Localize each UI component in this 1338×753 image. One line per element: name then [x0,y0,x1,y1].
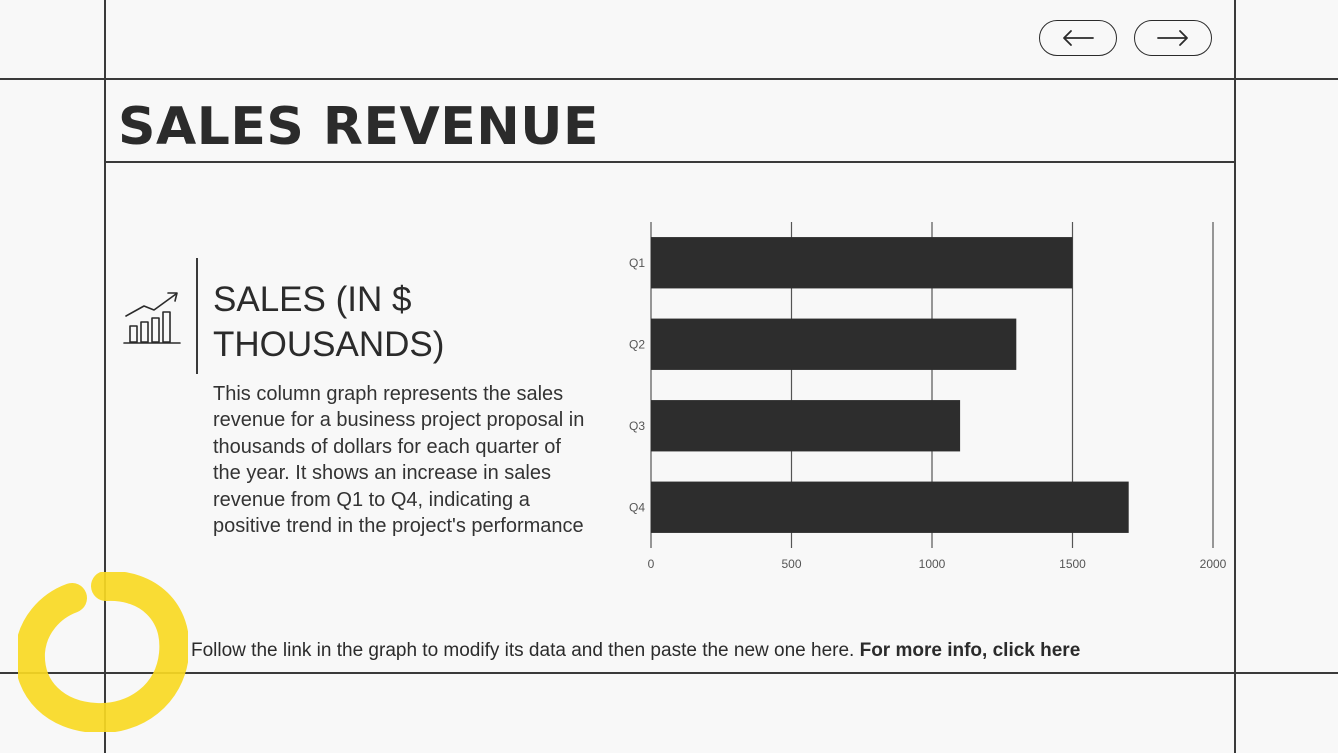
frame-line-top [0,78,1338,80]
y-tick-label: Q1 [629,256,645,270]
x-tick-label: 0 [648,557,655,571]
x-tick-label: 2000 [1200,557,1227,571]
sales-bar-chart: 0 500 1000 1500 2000 Q1 Q2 Q3 Q4 [629,222,1227,571]
arrow-left-icon [1063,30,1094,46]
frame-line-bottom [0,672,1338,674]
yellow-circle-decoration [18,572,188,732]
bar-q4 [651,481,1129,533]
frame-line-right [1234,0,1236,753]
frame-line-left [104,0,106,753]
growth-chart-icon [123,292,181,344]
x-tick-label: 500 [781,557,801,571]
x-tick-label: 1500 [1059,557,1086,571]
more-info-link[interactable]: For more info, click here [859,640,1081,661]
bar-q2 [651,318,1017,370]
section-subtitle: SALES (IN $ THOUSANDS) [213,280,445,364]
bar-q1 [651,237,1073,289]
footer-note: Follow the link in the graph to modify i… [191,640,1080,662]
y-tick-label: Q3 [629,419,645,433]
bar-q3 [651,400,961,452]
x-tick-label: 1000 [919,557,946,571]
subtitle-divider [196,258,198,374]
chart-description: This column graph represents the sales r… [213,383,585,538]
frame-line-title-bottom [104,161,1235,163]
y-tick-label: Q4 [629,500,645,514]
page-title: SALES REVENUE [118,97,599,157]
arrow-right-icon [1157,30,1188,46]
next-button[interactable] [1134,20,1212,56]
y-tick-label: Q2 [629,337,645,351]
footer-text: Follow the link in the graph to modify i… [191,640,855,661]
prev-button[interactable] [1039,20,1117,56]
